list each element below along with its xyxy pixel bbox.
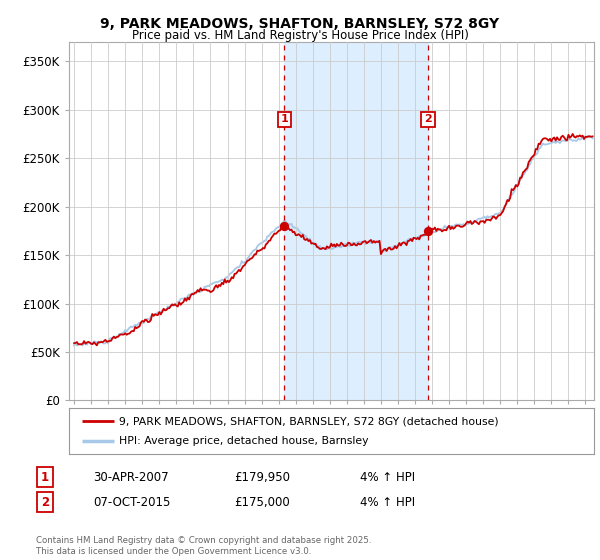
Text: 4% ↑ HPI: 4% ↑ HPI [360, 470, 415, 484]
Text: HPI: Average price, detached house, Barnsley: HPI: Average price, detached house, Barn… [119, 436, 368, 446]
Text: Price paid vs. HM Land Registry's House Price Index (HPI): Price paid vs. HM Land Registry's House … [131, 29, 469, 42]
Point [280, 222, 289, 231]
Text: £175,000: £175,000 [234, 496, 290, 509]
Text: 4% ↑ HPI: 4% ↑ HPI [360, 496, 415, 509]
Text: 1: 1 [41, 470, 49, 484]
Text: 1: 1 [280, 114, 288, 124]
Text: 9, PARK MEADOWS, SHAFTON, BARNSLEY, S72 8GY: 9, PARK MEADOWS, SHAFTON, BARNSLEY, S72 … [100, 17, 500, 31]
Bar [284, 42, 428, 400]
Point [424, 226, 433, 235]
Text: 30-APR-2007: 30-APR-2007 [93, 470, 169, 484]
Text: 07-OCT-2015: 07-OCT-2015 [93, 496, 170, 509]
Text: 9, PARK MEADOWS, SHAFTON, BARNSLEY, S72 8GY (detached house): 9, PARK MEADOWS, SHAFTON, BARNSLEY, S72 … [119, 417, 499, 427]
Text: 2: 2 [41, 496, 49, 509]
Text: Contains HM Land Registry data © Crown copyright and database right 2025.
This d: Contains HM Land Registry data © Crown c… [36, 536, 371, 556]
Text: 2: 2 [424, 114, 432, 124]
Text: £179,950: £179,950 [234, 470, 290, 484]
